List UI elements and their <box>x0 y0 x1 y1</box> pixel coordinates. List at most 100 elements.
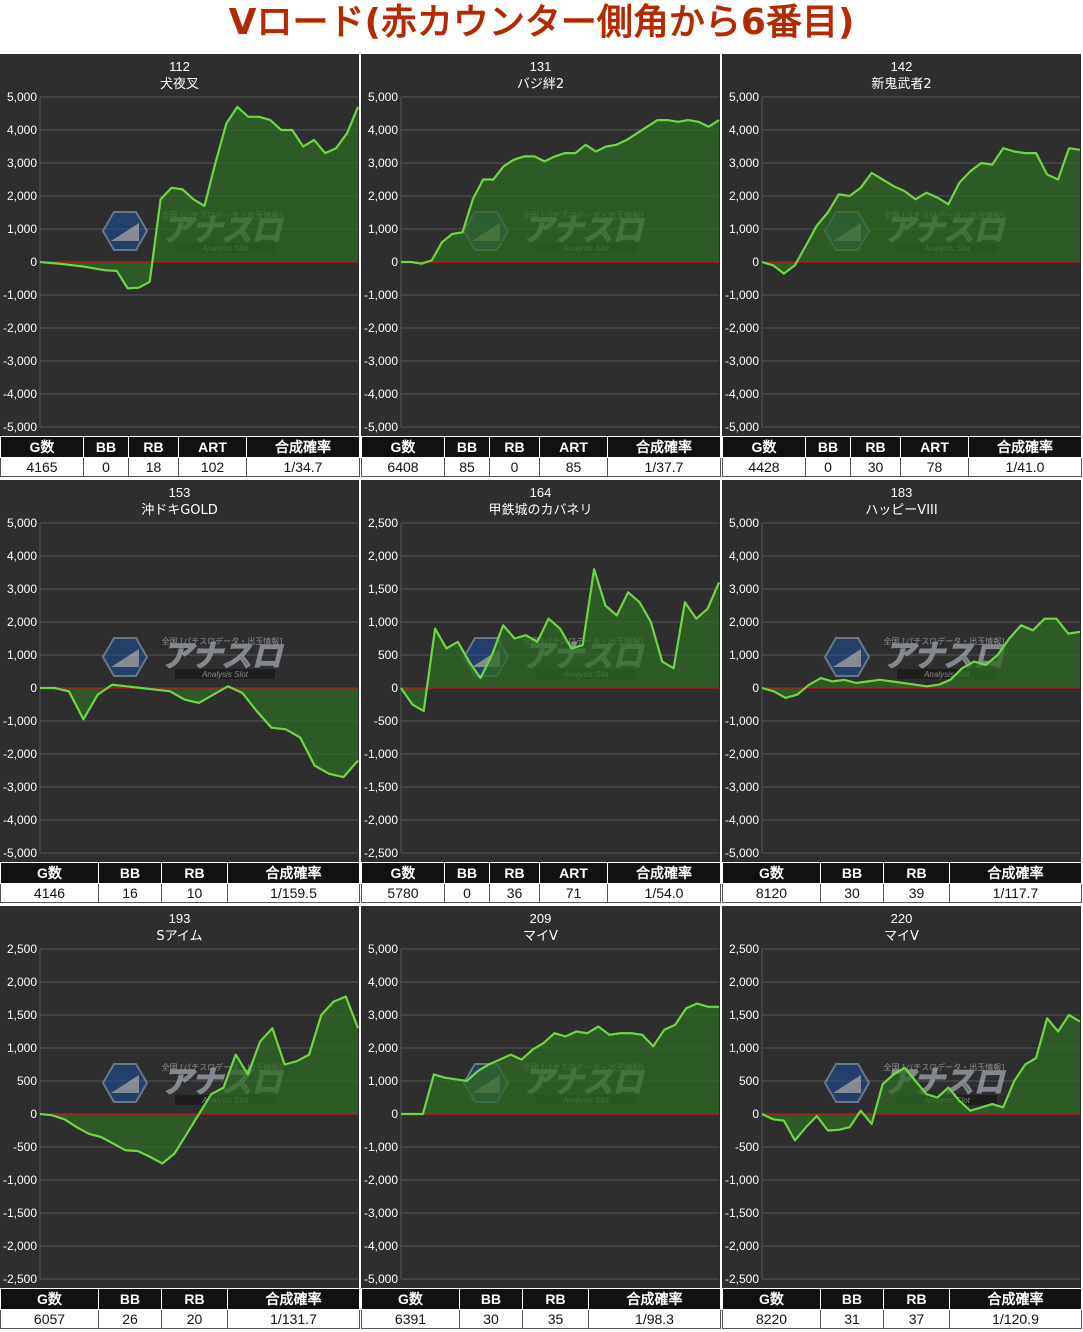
machine-name: 甲鉄城のカバネリ <box>488 503 592 518</box>
y-tick-label: 500 <box>17 1074 37 1088</box>
stats-value-cell: 1/159.5 <box>227 883 360 903</box>
y-tick-label: -5,000 <box>725 420 759 434</box>
series-line <box>39 105 359 290</box>
stats-header-cell: G数 <box>722 862 821 884</box>
machine-name: マイV <box>884 929 919 944</box>
stats-value-row: 8220 31 37 1/120.9 <box>722 1309 1082 1329</box>
machine-panel-183: 5,000 4,000 3,000 2,000 1,000 0 -1,000 -2,000 -3… <box>722 480 1082 904</box>
y-tick-label: 2,000 <box>368 189 398 203</box>
chart-area: 2,500 2,000 1,500 1,000 500 0 -500 -1,000 -1,500… <box>0 906 359 1288</box>
y-tick-label: -3,000 <box>364 354 398 368</box>
stats-value-cell: 39 <box>883 883 950 903</box>
y-tick-label: 2,500 <box>729 942 759 956</box>
y-tick-label: -5,000 <box>3 420 37 434</box>
chart-svg: 5,000 4,000 3,000 2,000 1,000 0 -1,000 -2,000 -3… <box>722 480 1081 862</box>
stats-header-cell: G数 <box>361 436 445 458</box>
stats-value-cell: 10 <box>161 883 228 903</box>
series-area <box>401 569 719 712</box>
logo-mark-icon <box>111 1075 139 1093</box>
y-tick-label: -2,000 <box>725 321 759 335</box>
logo-hexagon-icon <box>823 637 871 677</box>
stats-header-cell: 合成確率 <box>227 862 360 884</box>
series-area <box>762 148 1080 274</box>
y-tick-label: 2,000 <box>7 615 37 629</box>
machine-panel-142: 5,000 4,000 3,000 2,000 1,000 0 -1,000 -2,000 -3… <box>722 54 1082 478</box>
chart-area: 5,000 4,000 3,000 2,000 1,000 0 -1,000 -2,000 -3… <box>722 480 1081 862</box>
y-tick-label: -500 <box>13 1140 37 1154</box>
y-tick-label: 0 <box>30 681 37 695</box>
stats-value-cell: 37 <box>883 1309 950 1329</box>
stats-value-cell: 102 <box>178 457 247 477</box>
y-tick-label: 4,000 <box>368 975 398 989</box>
stats-header-row: G数 BB RB 合成確率 <box>361 1288 721 1310</box>
y-tick-label: 5,000 <box>729 516 759 530</box>
y-tick-label: 1,500 <box>7 1008 37 1022</box>
stats-value-cell: 1/120.9 <box>949 1309 1082 1329</box>
machine-number: 220 <box>891 911 913 926</box>
y-tick-label: -3,000 <box>3 780 37 794</box>
chart-svg: 5,000 4,000 3,000 2,000 1,000 0 -1,000 -2,000 -3… <box>361 906 720 1288</box>
machine-number: 193 <box>169 911 191 926</box>
stats-header-cell: G数 <box>0 1288 99 1310</box>
logo-hexagon-icon <box>101 637 149 677</box>
series-line <box>761 617 1081 699</box>
stats-header-cell: BB <box>459 1288 523 1310</box>
stats-header-cell: BB <box>98 1288 162 1310</box>
watermark-top-text: 全国 [パチスロデータ・出玉情報] <box>162 636 283 646</box>
chart-svg: 5,000 4,000 3,000 2,000 1,000 0 -1,000 -2,000 -3… <box>361 54 720 436</box>
stats-table: G数 BB RB ART 合成確率 5780 0 36 71 1/54.0 <box>361 862 721 903</box>
series-area <box>40 996 358 1164</box>
y-tick-label: 2,000 <box>729 189 759 203</box>
stats-value-cell: 0 <box>83 457 129 477</box>
y-tick-label: 4,000 <box>7 549 37 563</box>
stats-header-cell: BB <box>805 436 851 458</box>
y-tick-label: 1,000 <box>729 222 759 236</box>
stats-header-cell: 合成確率 <box>968 436 1082 458</box>
stats-table: G数 BB RB ART 合成確率 4428 0 30 78 1/41.0 <box>722 436 1082 477</box>
stats-table: G数 BB RB 合成確率 4146 16 10 1/159.5 <box>0 862 360 903</box>
watermark-top-text: 全国 [パチスロデータ・出玉情報] <box>884 636 1005 646</box>
machine-name: 沖ドキGOLD <box>141 503 218 518</box>
y-tick-label: 3,000 <box>729 156 759 170</box>
stats-header-cell: BB <box>820 1288 884 1310</box>
y-tick-label: 1,000 <box>7 1041 37 1055</box>
watermark-text: アナスロ <box>162 639 283 674</box>
machine-panel-220: 2,500 2,000 1,500 1,000 500 0 -500 -1,000 -1,500… <box>722 906 1082 1330</box>
stats-value-cell: 8120 <box>722 883 821 903</box>
stats-header-cell: RB <box>161 862 228 884</box>
stats-header-row: G数 BB RB 合成確率 <box>722 862 1082 884</box>
stats-value-cell: 1/34.7 <box>246 457 360 477</box>
stats-value-row: 4165 0 18 102 1/34.7 <box>0 457 360 477</box>
stats-header-cell: 合成確率 <box>949 862 1082 884</box>
y-tick-label: -2,500 <box>364 846 398 860</box>
stats-table: G数 BB RB 合成確率 8120 30 39 1/117.7 <box>722 862 1082 903</box>
y-tick-label: 5,000 <box>368 90 398 104</box>
logo-hexagon-icon <box>823 1063 871 1103</box>
machine-name: Sアイム <box>156 929 202 944</box>
stats-value-row: 6391 30 35 1/98.3 <box>361 1309 721 1329</box>
stats-value-cell: 0 <box>489 457 540 477</box>
stats-value-cell: 71 <box>539 883 608 903</box>
y-tick-label: -2,000 <box>364 1173 398 1187</box>
y-tick-label: 1,000 <box>7 648 37 662</box>
stats-header-cell: 合成確率 <box>607 862 721 884</box>
y-tick-label: 1,500 <box>368 582 398 596</box>
stats-value-cell: 1/117.7 <box>949 883 1082 903</box>
y-tick-label: -2,000 <box>3 1239 37 1253</box>
stats-value-cell: 5780 <box>361 883 445 903</box>
chart-svg: 2,500 2,000 1,500 1,000 500 0 -500 -1,000 -1,500… <box>722 906 1081 1288</box>
y-tick-label: 2,500 <box>368 516 398 530</box>
stats-header-cell: ART <box>539 862 608 884</box>
series-area <box>40 684 358 778</box>
y-tick-label: 0 <box>752 681 759 695</box>
series-line <box>761 147 1081 275</box>
stats-table: G数 BB RB 合成確率 6057 26 20 1/131.7 <box>0 1288 360 1329</box>
series-line <box>761 1013 1081 1142</box>
y-tick-label: -2,000 <box>3 747 37 761</box>
stats-header-cell: 合成確率 <box>588 1288 721 1310</box>
y-tick-label: -5,000 <box>364 420 398 434</box>
logo-mark-icon <box>833 649 861 667</box>
series-line <box>401 118 720 265</box>
watermark-sub-text: Analysis Slot <box>923 670 971 679</box>
